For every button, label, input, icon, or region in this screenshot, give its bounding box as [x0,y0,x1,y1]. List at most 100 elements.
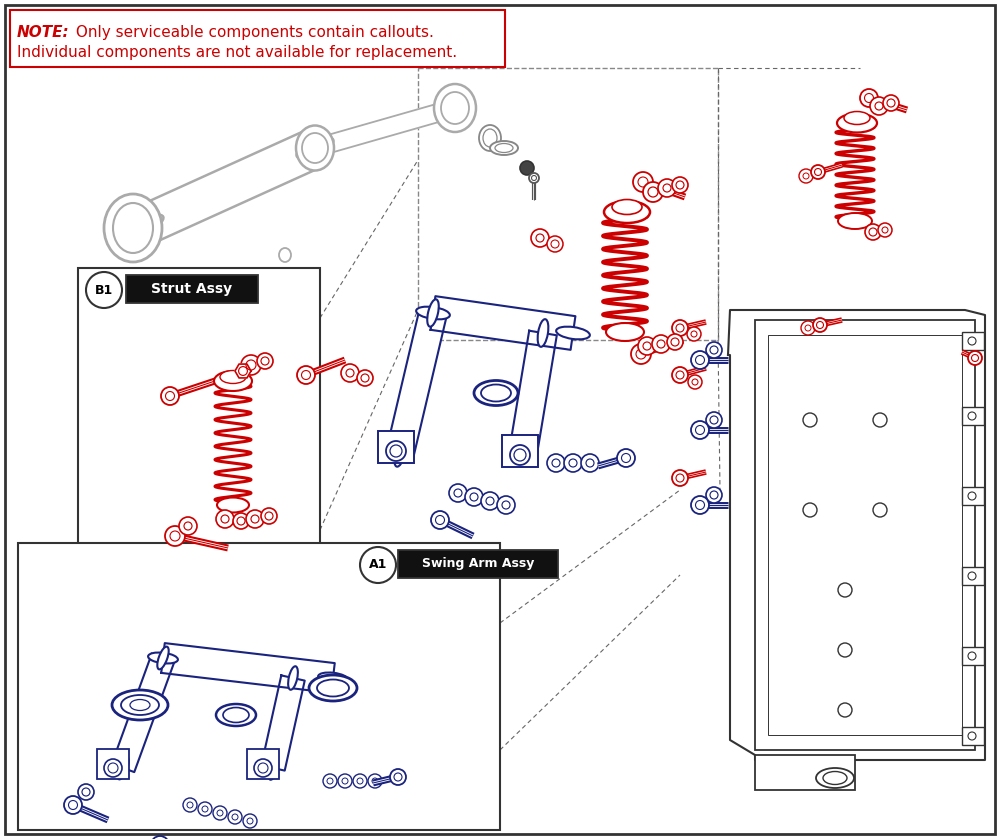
Bar [378,431,414,463]
Circle shape [547,236,563,252]
Circle shape [672,367,688,383]
Ellipse shape [318,673,348,684]
Circle shape [64,796,82,814]
Circle shape [179,517,197,535]
Bar [398,550,558,578]
Circle shape [233,513,249,529]
Ellipse shape [306,144,324,152]
Circle shape [706,342,722,358]
Ellipse shape [837,113,877,133]
Circle shape [520,161,534,175]
Ellipse shape [279,248,291,262]
Circle shape [104,759,122,777]
Bar [126,275,258,303]
Ellipse shape [474,381,518,405]
Ellipse shape [220,371,246,383]
Ellipse shape [427,300,439,326]
Bar [97,749,129,779]
Polygon shape [728,310,985,760]
Circle shape [497,496,515,514]
Circle shape [658,179,676,197]
Circle shape [510,445,530,465]
Bar [10,10,505,67]
Circle shape [431,511,449,529]
Circle shape [254,759,272,777]
Circle shape [633,172,653,192]
Circle shape [652,335,670,353]
Circle shape [338,774,352,788]
Text: Swing Arm Assy: Swing Arm Assy [422,557,534,571]
Polygon shape [509,331,557,456]
Ellipse shape [104,194,162,262]
Circle shape [257,353,273,369]
Circle shape [353,774,367,788]
Circle shape [813,318,827,332]
Polygon shape [161,644,335,693]
Polygon shape [137,130,323,243]
Circle shape [878,223,892,237]
Ellipse shape [297,138,333,159]
Circle shape [243,814,257,828]
Circle shape [261,508,277,524]
Bar [962,647,984,665]
Circle shape [246,510,264,528]
Circle shape [672,320,688,336]
Circle shape [481,492,499,510]
Ellipse shape [127,215,163,236]
Ellipse shape [214,371,252,391]
Ellipse shape [309,675,357,701]
Polygon shape [313,99,457,157]
Ellipse shape [416,306,450,320]
Circle shape [581,454,599,472]
Circle shape [860,89,878,107]
Ellipse shape [268,756,278,779]
Ellipse shape [112,690,168,720]
Circle shape [691,496,709,514]
Circle shape [465,488,483,506]
Ellipse shape [604,201,650,223]
Circle shape [691,421,709,439]
Ellipse shape [490,141,518,155]
Polygon shape [112,654,174,772]
Polygon shape [431,296,575,350]
Circle shape [688,375,702,389]
Ellipse shape [518,439,528,466]
Bar [247,749,279,779]
Ellipse shape [816,768,854,788]
Text: A1: A1 [369,559,387,571]
Circle shape [631,344,651,364]
Polygon shape [261,675,305,770]
Bar [962,487,984,505]
Circle shape [643,182,663,202]
Circle shape [390,769,406,785]
Circle shape [228,810,242,824]
Ellipse shape [288,666,298,690]
Ellipse shape [479,125,501,151]
Circle shape [706,412,722,428]
Circle shape [799,169,813,183]
Polygon shape [386,310,447,456]
Circle shape [870,97,888,115]
Circle shape [241,355,261,375]
Circle shape [687,327,701,341]
Ellipse shape [148,653,178,664]
Ellipse shape [612,200,642,215]
Circle shape [449,484,467,502]
Circle shape [531,229,549,247]
Circle shape [386,441,406,461]
Text: Strut Assy: Strut Assy [151,282,233,296]
Text: Only serviceable components contain callouts.: Only serviceable components contain call… [71,25,434,40]
Circle shape [968,351,982,365]
Circle shape [529,173,539,183]
Circle shape [547,454,565,472]
Circle shape [360,547,396,583]
Bar [768,335,962,735]
Bar [962,407,984,425]
Ellipse shape [217,498,249,513]
Ellipse shape [838,213,872,229]
Circle shape [341,364,359,382]
Circle shape [165,526,185,546]
Circle shape [213,806,227,820]
Ellipse shape [157,647,169,670]
Ellipse shape [844,112,870,124]
